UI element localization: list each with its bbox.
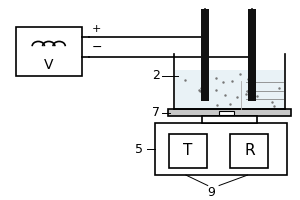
Bar [16,27,82,76]
Text: −: − [91,41,102,54]
Text: R: R [244,143,255,158]
Bar [248,9,256,101]
Text: 5: 5 [135,143,143,156]
Text: 7: 7 [152,106,160,119]
Bar [230,134,268,168]
Bar [168,109,291,116]
Text: +: + [91,24,101,34]
Text: 9: 9 [208,186,215,199]
Bar [155,123,287,175]
Bar [202,116,257,123]
Text: V: V [44,58,53,72]
Bar [201,9,209,101]
Text: T: T [183,143,193,158]
Bar [169,134,207,168]
Text: 2: 2 [152,69,160,82]
Bar [175,70,284,108]
Bar [219,111,234,115]
